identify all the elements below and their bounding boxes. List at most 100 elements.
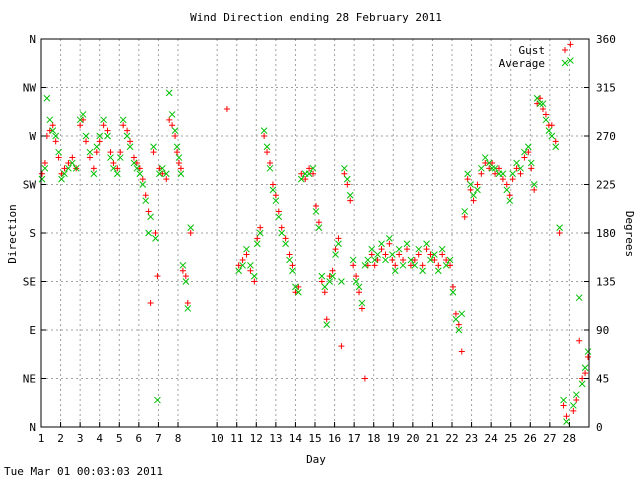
gust-point — [467, 186, 474, 193]
y-tick-label: W — [29, 130, 36, 143]
average-point — [464, 170, 472, 178]
gust-point — [65, 159, 72, 166]
average-point — [142, 197, 150, 205]
gust-point — [100, 122, 107, 129]
gust-point — [120, 122, 127, 129]
average-point — [275, 213, 283, 221]
average-point — [346, 191, 354, 199]
average-point — [61, 170, 68, 178]
gust-point — [152, 230, 159, 236]
gust-point — [570, 407, 577, 414]
average-point — [335, 240, 342, 248]
average-point — [530, 181, 538, 188]
gust-point — [513, 165, 520, 172]
average-point — [584, 348, 592, 355]
gust-point — [489, 159, 496, 166]
gust-point — [104, 127, 111, 134]
average-point — [38, 175, 46, 183]
average-point — [243, 245, 250, 253]
gust-point — [353, 273, 360, 280]
average-point — [427, 256, 434, 264]
gust-point — [251, 278, 258, 285]
average-point — [374, 251, 381, 258]
x-tick-label: 19 — [387, 432, 400, 445]
average-point — [266, 164, 274, 172]
average-point — [509, 170, 517, 178]
gust-point — [90, 165, 97, 172]
average-point — [517, 164, 524, 172]
gust-point — [411, 256, 418, 263]
x-tick-label: 3 — [77, 432, 84, 445]
gust-point — [552, 138, 559, 145]
gust-point — [329, 267, 336, 274]
average-point — [485, 159, 493, 167]
gust-point — [374, 256, 381, 263]
average-point — [548, 132, 556, 140]
x-tick-label: 28 — [563, 432, 576, 445]
gust-point — [560, 402, 567, 409]
x-tick-label: 23 — [465, 432, 478, 445]
average-point — [326, 278, 334, 285]
x-tick-label: 22 — [445, 432, 458, 445]
average-point — [292, 283, 299, 291]
gust-point — [272, 192, 279, 199]
gust-point — [573, 397, 580, 404]
gust-point — [378, 246, 385, 253]
average-point — [309, 164, 317, 172]
gust-point — [275, 208, 282, 215]
average-point — [503, 186, 511, 194]
average-point — [403, 240, 411, 248]
gust-point — [396, 251, 403, 258]
y2-tick-label: 180 — [596, 227, 616, 240]
average-point — [361, 261, 369, 269]
gust-point — [127, 138, 134, 145]
gust-point — [356, 289, 363, 296]
average-point — [90, 170, 98, 178]
average-point — [521, 148, 528, 156]
y2-tick-label: 90 — [596, 324, 609, 337]
x-tick-label: 17 — [348, 432, 361, 445]
gust-point — [315, 219, 322, 226]
gust-point — [83, 138, 90, 145]
gust-point — [364, 262, 371, 269]
average-point — [399, 261, 407, 269]
gust-point — [166, 116, 173, 123]
gust-point — [350, 262, 357, 269]
gust-point — [46, 127, 53, 134]
average-point — [491, 164, 499, 172]
x-tick-label: 7 — [155, 432, 162, 445]
gust-point — [261, 133, 268, 139]
data-points — [38, 41, 592, 425]
average-point — [321, 283, 329, 291]
gust-point — [585, 353, 592, 360]
gust-point — [389, 256, 396, 263]
average-point — [552, 143, 560, 151]
gust-point — [368, 251, 375, 258]
gust-point — [419, 262, 426, 269]
average-point — [239, 261, 246, 269]
gust-point — [77, 122, 84, 129]
gust-point — [452, 310, 459, 317]
gust-point — [41, 159, 48, 166]
average-point — [263, 143, 271, 151]
gust-point — [486, 165, 493, 172]
x-tick-label: 24 — [485, 432, 499, 445]
average-point — [260, 127, 268, 134]
gust-point — [266, 159, 273, 166]
gust-point — [187, 230, 194, 236]
gust-point — [567, 41, 574, 48]
gust-point — [239, 256, 246, 263]
gust-point — [537, 95, 544, 102]
gust-point — [289, 262, 296, 269]
x-tick-label: 20 — [406, 432, 419, 445]
average-point — [282, 240, 289, 248]
gust-point — [534, 100, 541, 107]
gust-point — [107, 149, 114, 156]
gust-point — [458, 348, 465, 355]
average-point — [68, 159, 76, 167]
gust-point — [247, 267, 254, 274]
average-point — [107, 154, 114, 161]
average-point — [289, 267, 296, 275]
average-point — [368, 245, 376, 253]
